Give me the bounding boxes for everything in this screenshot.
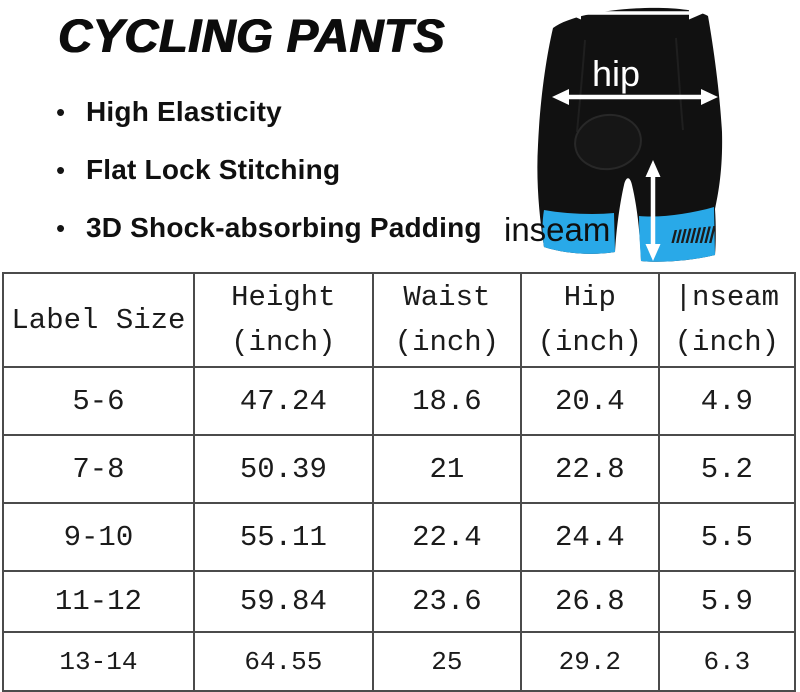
table-cell: 24.4 (519, 502, 660, 572)
table-cell: 5.2 (657, 434, 797, 504)
table-cell: 5-6 (2, 366, 195, 436)
table-cell: 7-8 (2, 434, 195, 504)
feature-label: Flat Lock Stitching (86, 154, 341, 185)
size-table-body: 5-6 47.24 18.6 20.4 4.9 7-8 50.39 21 22.8 5.2 9-10… (2, 366, 797, 692)
table-cell: 29.2 (519, 631, 660, 692)
hip-arrow (552, 89, 718, 105)
inseam-arrow (645, 160, 661, 261)
header-line: |nseam (674, 281, 780, 314)
header-line: (inch) (674, 326, 780, 359)
table-row: 5-6 47.24 18.6 20.4 4.9 (2, 366, 797, 436)
feature-list: • High Elasticity • Flat Lock Stitching • 3D … (56, 96, 482, 270)
table-cell: 59.84 (192, 570, 374, 633)
table-cell: 64.55 (192, 631, 374, 692)
table-cell: 20.4 (519, 366, 660, 436)
header-line: (inch) (394, 326, 500, 359)
table-cell: 23.6 (371, 570, 522, 633)
table-cell: 21 (371, 434, 522, 504)
header-line: (inch) (231, 326, 336, 359)
table-cell: 22.4 (371, 502, 522, 572)
table-row: 7-8 50.39 21 22.8 5.2 (2, 434, 797, 504)
size-table: Label Size Height (inch) Waist (inch) Hip (inc… (2, 272, 797, 692)
leg-stripes (671, 226, 716, 243)
header-cell: Waist (inch) (371, 272, 522, 368)
shorts-diagram: hip inseam (504, 6, 723, 262)
hip-label: hip (592, 53, 640, 94)
table-row: 13-14 64.55 25 29.2 6.3 (2, 631, 797, 692)
header-line: Height (231, 281, 336, 314)
header-cell: Label Size (2, 272, 195, 368)
header-line: (inch) (537, 326, 643, 359)
header-cell: |nseam (inch) (657, 272, 797, 368)
table-cell: 9-10 (2, 502, 195, 572)
table-cell: 13-14 (2, 631, 195, 692)
size-chart: Label Size Height (inch) Waist (inch) Hip (inc… (2, 272, 797, 692)
table-cell: 22.8 (519, 434, 660, 504)
feature-item: • Flat Lock Stitching (56, 154, 482, 186)
table-cell: 5.9 (657, 570, 797, 633)
table-row: 11-12 59.84 23.6 26.8 5.9 (2, 570, 797, 633)
table-cell: 6.3 (657, 631, 797, 692)
feature-item: • High Elasticity (56, 96, 482, 128)
table-cell: 25 (371, 631, 522, 692)
chamois-pad (574, 113, 642, 171)
seam-line (675, 37, 684, 131)
bullet-icon: • (56, 212, 66, 243)
feature-label: High Elasticity (86, 96, 282, 127)
header-line: Waist (403, 281, 491, 314)
table-cell: 55.11 (192, 502, 374, 572)
table-cell: 5.5 (657, 502, 797, 572)
bullet-icon: • (56, 96, 66, 127)
table-cell: 4.9 (657, 366, 797, 436)
table-cell: 50.39 (192, 434, 374, 504)
page-title: CYCLING PANTS (58, 9, 445, 62)
feature-label: 3D Shock-absorbing Padding (86, 212, 482, 243)
left-leg-band (542, 210, 615, 254)
header-line: Hip (563, 281, 616, 314)
table-cell: 26.8 (519, 570, 660, 633)
seam-line (576, 39, 586, 133)
header-cell: Hip (inch) (519, 272, 660, 368)
table-cell: 11-12 (2, 570, 195, 633)
header-line: Label Size (11, 303, 186, 337)
table-cell: 18.6 (371, 366, 522, 436)
table-row: 9-10 55.11 22.4 24.4 5.5 (2, 502, 797, 572)
waist-arrow (566, 6, 704, 20)
header-cell: Height (inch) (192, 272, 374, 368)
bullet-icon: • (56, 154, 66, 185)
inseam-label: inseam (504, 211, 610, 248)
feature-item: • 3D Shock-absorbing Padding (56, 212, 482, 244)
table-cell: 47.24 (192, 366, 374, 436)
size-table-head: Label Size Height (inch) Waist (inch) Hip (inc… (2, 272, 797, 368)
